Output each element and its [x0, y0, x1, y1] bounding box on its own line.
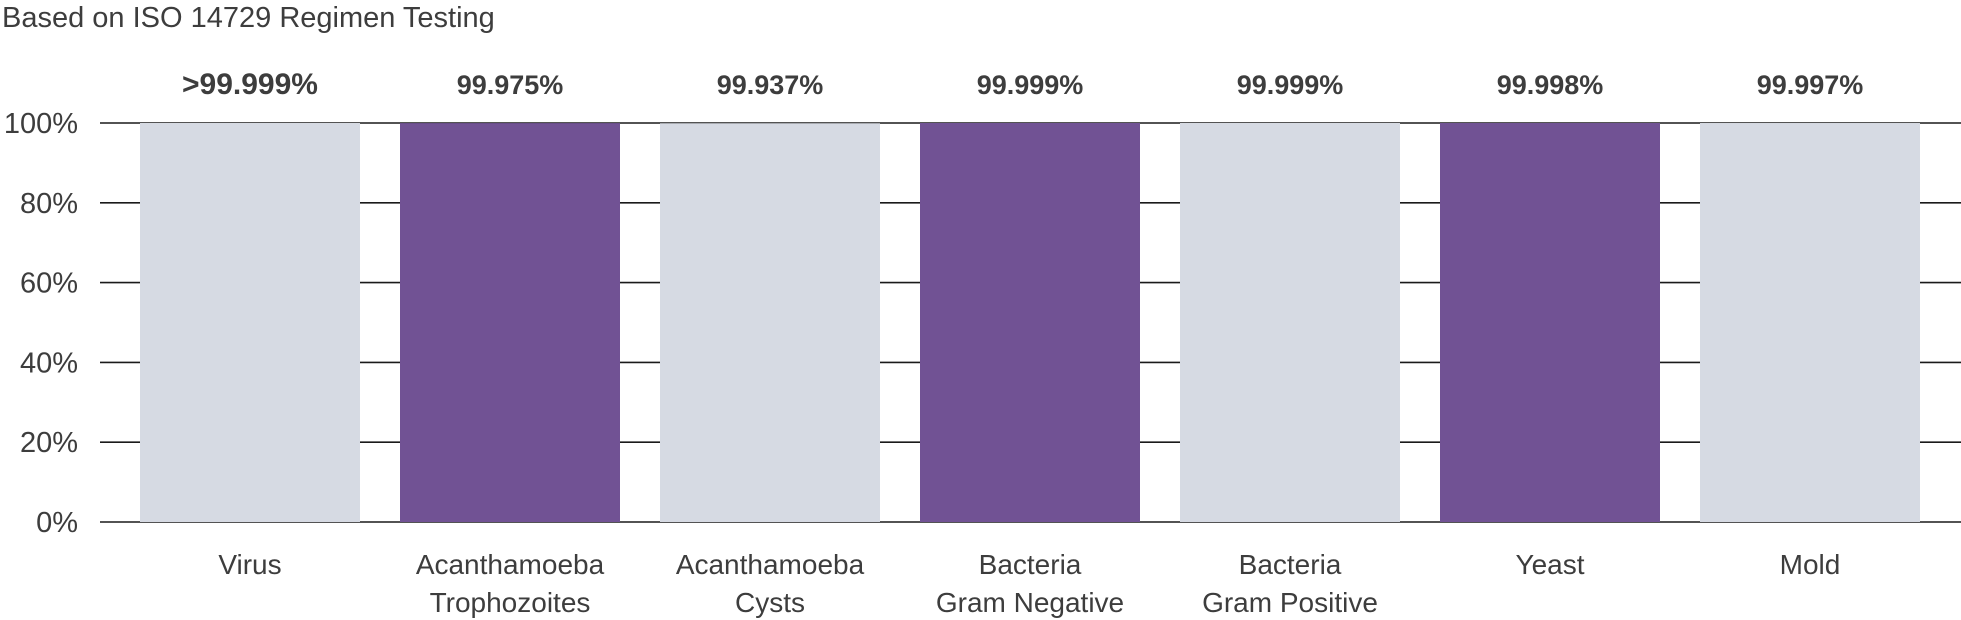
y-tick-label: 0%	[36, 507, 78, 539]
data-labels: >99.999% 99.975% 99.937% 99.999% 99.999% 99.9…	[182, 68, 1863, 101]
bar	[400, 123, 620, 523]
x-axis-ticks: Virus Acanthamoeba Trophozoites Acanthamoeb…	[218, 549, 1840, 618]
y-axis-ticks: 0% 20% 40% 60% 80% 100%	[4, 108, 78, 539]
data-label: 99.999%	[977, 70, 1084, 100]
x-tick-label: Bacteria Gram Negative	[936, 549, 1124, 618]
x-tick-label: Yeast	[1515, 549, 1584, 580]
y-tick-label: 100%	[4, 108, 78, 140]
y-tick-label: 60%	[20, 268, 78, 300]
data-label: 99.997%	[1757, 70, 1864, 100]
bar	[660, 123, 880, 522]
y-tick-label: 40%	[20, 347, 78, 379]
data-label: 99.999%	[1237, 70, 1344, 100]
y-tick-label: 20%	[20, 427, 78, 459]
data-label: 99.998%	[1497, 70, 1604, 100]
bar	[1700, 123, 1920, 523]
bars	[140, 123, 1920, 523]
x-tick-label: Acanthamoeba Trophozoites	[416, 549, 605, 618]
bar	[1180, 123, 1400, 522]
data-label: 99.937%	[717, 70, 824, 100]
data-label: 99.975%	[457, 70, 564, 100]
bar	[920, 123, 1140, 522]
bar	[140, 123, 360, 522]
x-tick-label: Bacteria Gram Positive	[1202, 549, 1378, 618]
y-tick-label: 80%	[20, 188, 78, 220]
x-tick-label: Acanthamoeba Cysts	[676, 549, 865, 618]
data-label: >99.999%	[182, 68, 318, 101]
chart-subtitle: Based on ISO 14729 Regimen Testing	[2, 2, 495, 34]
x-tick-label: Virus	[218, 549, 281, 580]
x-tick-label: Mold	[1780, 549, 1841, 580]
bar	[1440, 123, 1660, 522]
